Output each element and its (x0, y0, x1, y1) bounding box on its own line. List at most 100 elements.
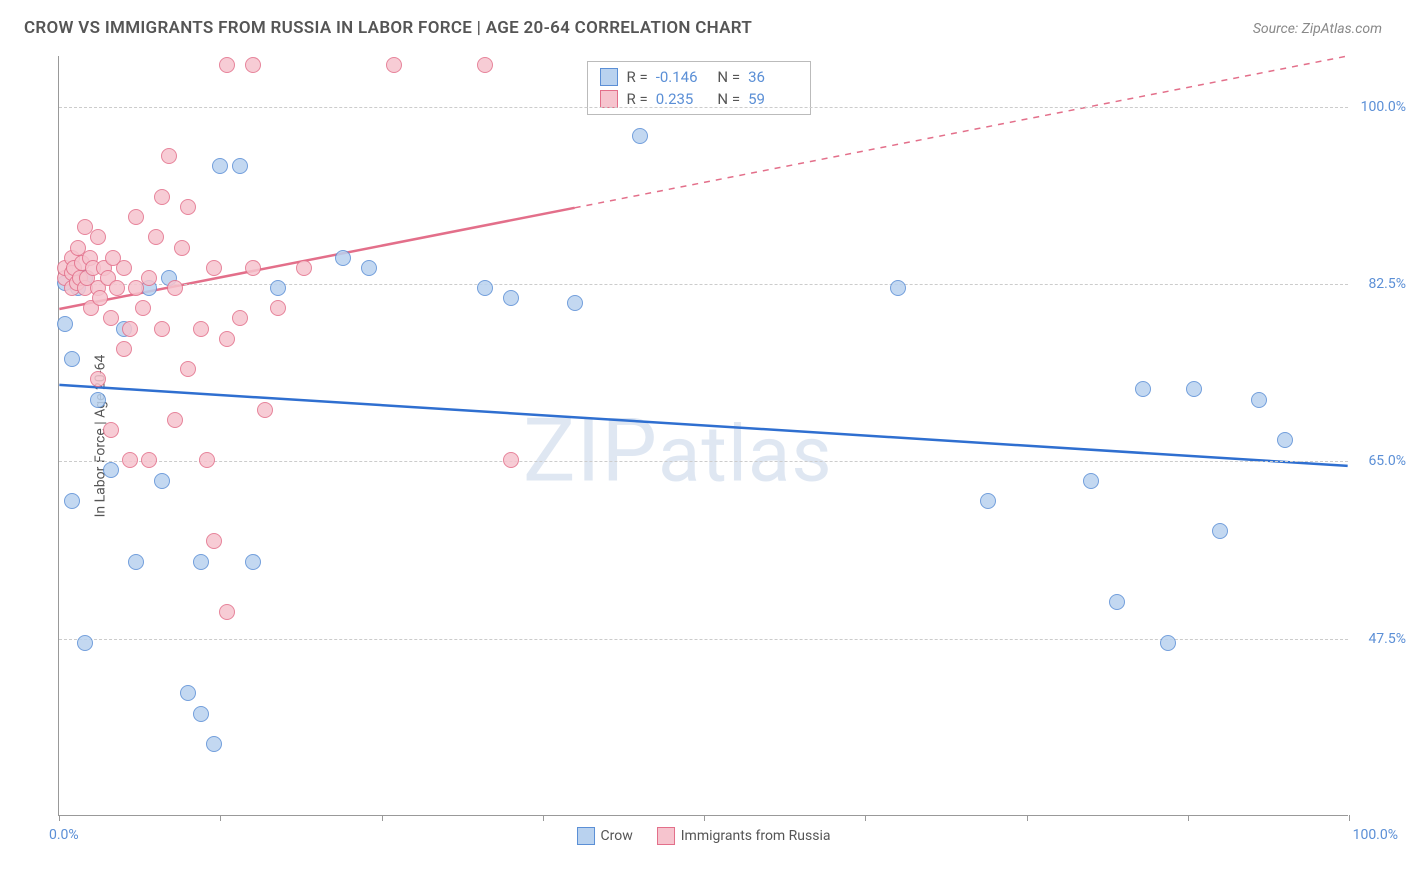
stats-row: R = -0.146 N = 36 (600, 66, 798, 88)
data-point (199, 452, 215, 468)
data-point (64, 493, 80, 509)
data-point (103, 310, 119, 326)
data-point (193, 706, 209, 722)
data-point (154, 473, 170, 489)
data-point (103, 422, 119, 438)
gridline (59, 461, 1348, 462)
data-point (180, 361, 196, 377)
data-point (1212, 523, 1228, 539)
data-point (245, 554, 261, 570)
data-point (167, 280, 183, 296)
data-point (148, 229, 164, 245)
x-tick (543, 815, 544, 821)
legend-swatch (600, 90, 618, 108)
data-point (116, 341, 132, 357)
data-point (128, 209, 144, 225)
data-point (1277, 432, 1293, 448)
data-point (206, 736, 222, 752)
data-point (219, 331, 235, 347)
data-point (77, 635, 93, 651)
y-tick-label: 47.5% (1352, 631, 1406, 647)
legend-label: Crow (601, 828, 633, 844)
data-point (257, 402, 273, 418)
data-point (1251, 392, 1267, 408)
trend-lines (59, 56, 1348, 815)
data-point (193, 321, 209, 337)
legend-item: Immigrants from Russia (657, 827, 831, 845)
data-point (477, 57, 493, 73)
data-point (1083, 473, 1099, 489)
data-point (135, 300, 151, 316)
n-value: 36 (748, 68, 798, 86)
data-point (174, 240, 190, 256)
x-tick (220, 815, 221, 821)
x-tick (382, 815, 383, 821)
data-point (180, 685, 196, 701)
data-point (90, 371, 106, 387)
watermark: ZIPatlas (523, 399, 833, 502)
data-point (180, 199, 196, 215)
legend-item: Crow (577, 827, 633, 845)
data-point (245, 57, 261, 73)
n-label: N = (714, 90, 740, 108)
data-point (245, 260, 261, 276)
data-point (477, 280, 493, 296)
chart-title: CROW VS IMMIGRANTS FROM RUSSIA IN LABOR … (24, 18, 752, 38)
data-point (141, 452, 157, 468)
data-point (232, 310, 248, 326)
data-point (219, 604, 235, 620)
legend-swatch (657, 827, 675, 845)
data-point (206, 533, 222, 549)
data-point (270, 280, 286, 296)
data-point (632, 128, 648, 144)
x-tick (59, 815, 60, 821)
data-point (386, 57, 402, 73)
source-attribution: Source: ZipAtlas.com (1253, 21, 1382, 37)
data-point (296, 260, 312, 276)
data-point (103, 462, 119, 478)
data-point (1186, 381, 1202, 397)
data-point (503, 452, 519, 468)
x-axis-max-label: 100.0% (1353, 827, 1398, 843)
n-label: N = (714, 68, 740, 86)
data-point (335, 250, 351, 266)
x-tick (865, 815, 866, 821)
x-axis-min-label: 0.0% (49, 827, 79, 843)
y-tick-label: 82.5% (1352, 276, 1406, 292)
data-point (122, 321, 138, 337)
data-point (193, 554, 209, 570)
data-point (167, 412, 183, 428)
data-point (1160, 635, 1176, 651)
n-value: 59 (748, 90, 798, 108)
data-point (219, 57, 235, 73)
data-point (90, 229, 106, 245)
legend-label: Immigrants from Russia (681, 828, 831, 844)
data-point (154, 189, 170, 205)
data-point (1135, 381, 1151, 397)
legend-swatch (600, 68, 618, 86)
data-point (361, 260, 377, 276)
data-point (206, 260, 222, 276)
data-point (92, 290, 108, 306)
gridline (59, 107, 1348, 108)
data-point (270, 300, 286, 316)
legend-swatch (577, 827, 595, 845)
x-tick (1349, 815, 1350, 821)
r-value: -0.146 (656, 68, 706, 86)
data-point (980, 493, 996, 509)
data-point (232, 158, 248, 174)
data-point (116, 260, 132, 276)
data-point (90, 392, 106, 408)
y-tick-label: 65.0% (1352, 453, 1406, 469)
data-point (141, 270, 157, 286)
r-label: R = (626, 90, 647, 108)
data-point (1109, 594, 1125, 610)
x-tick (704, 815, 705, 821)
r-label: R = (626, 68, 647, 86)
r-value: 0.235 (656, 90, 706, 108)
data-point (154, 321, 170, 337)
y-tick-label: 100.0% (1352, 99, 1406, 115)
data-point (57, 316, 73, 332)
data-point (567, 295, 583, 311)
data-point (122, 452, 138, 468)
